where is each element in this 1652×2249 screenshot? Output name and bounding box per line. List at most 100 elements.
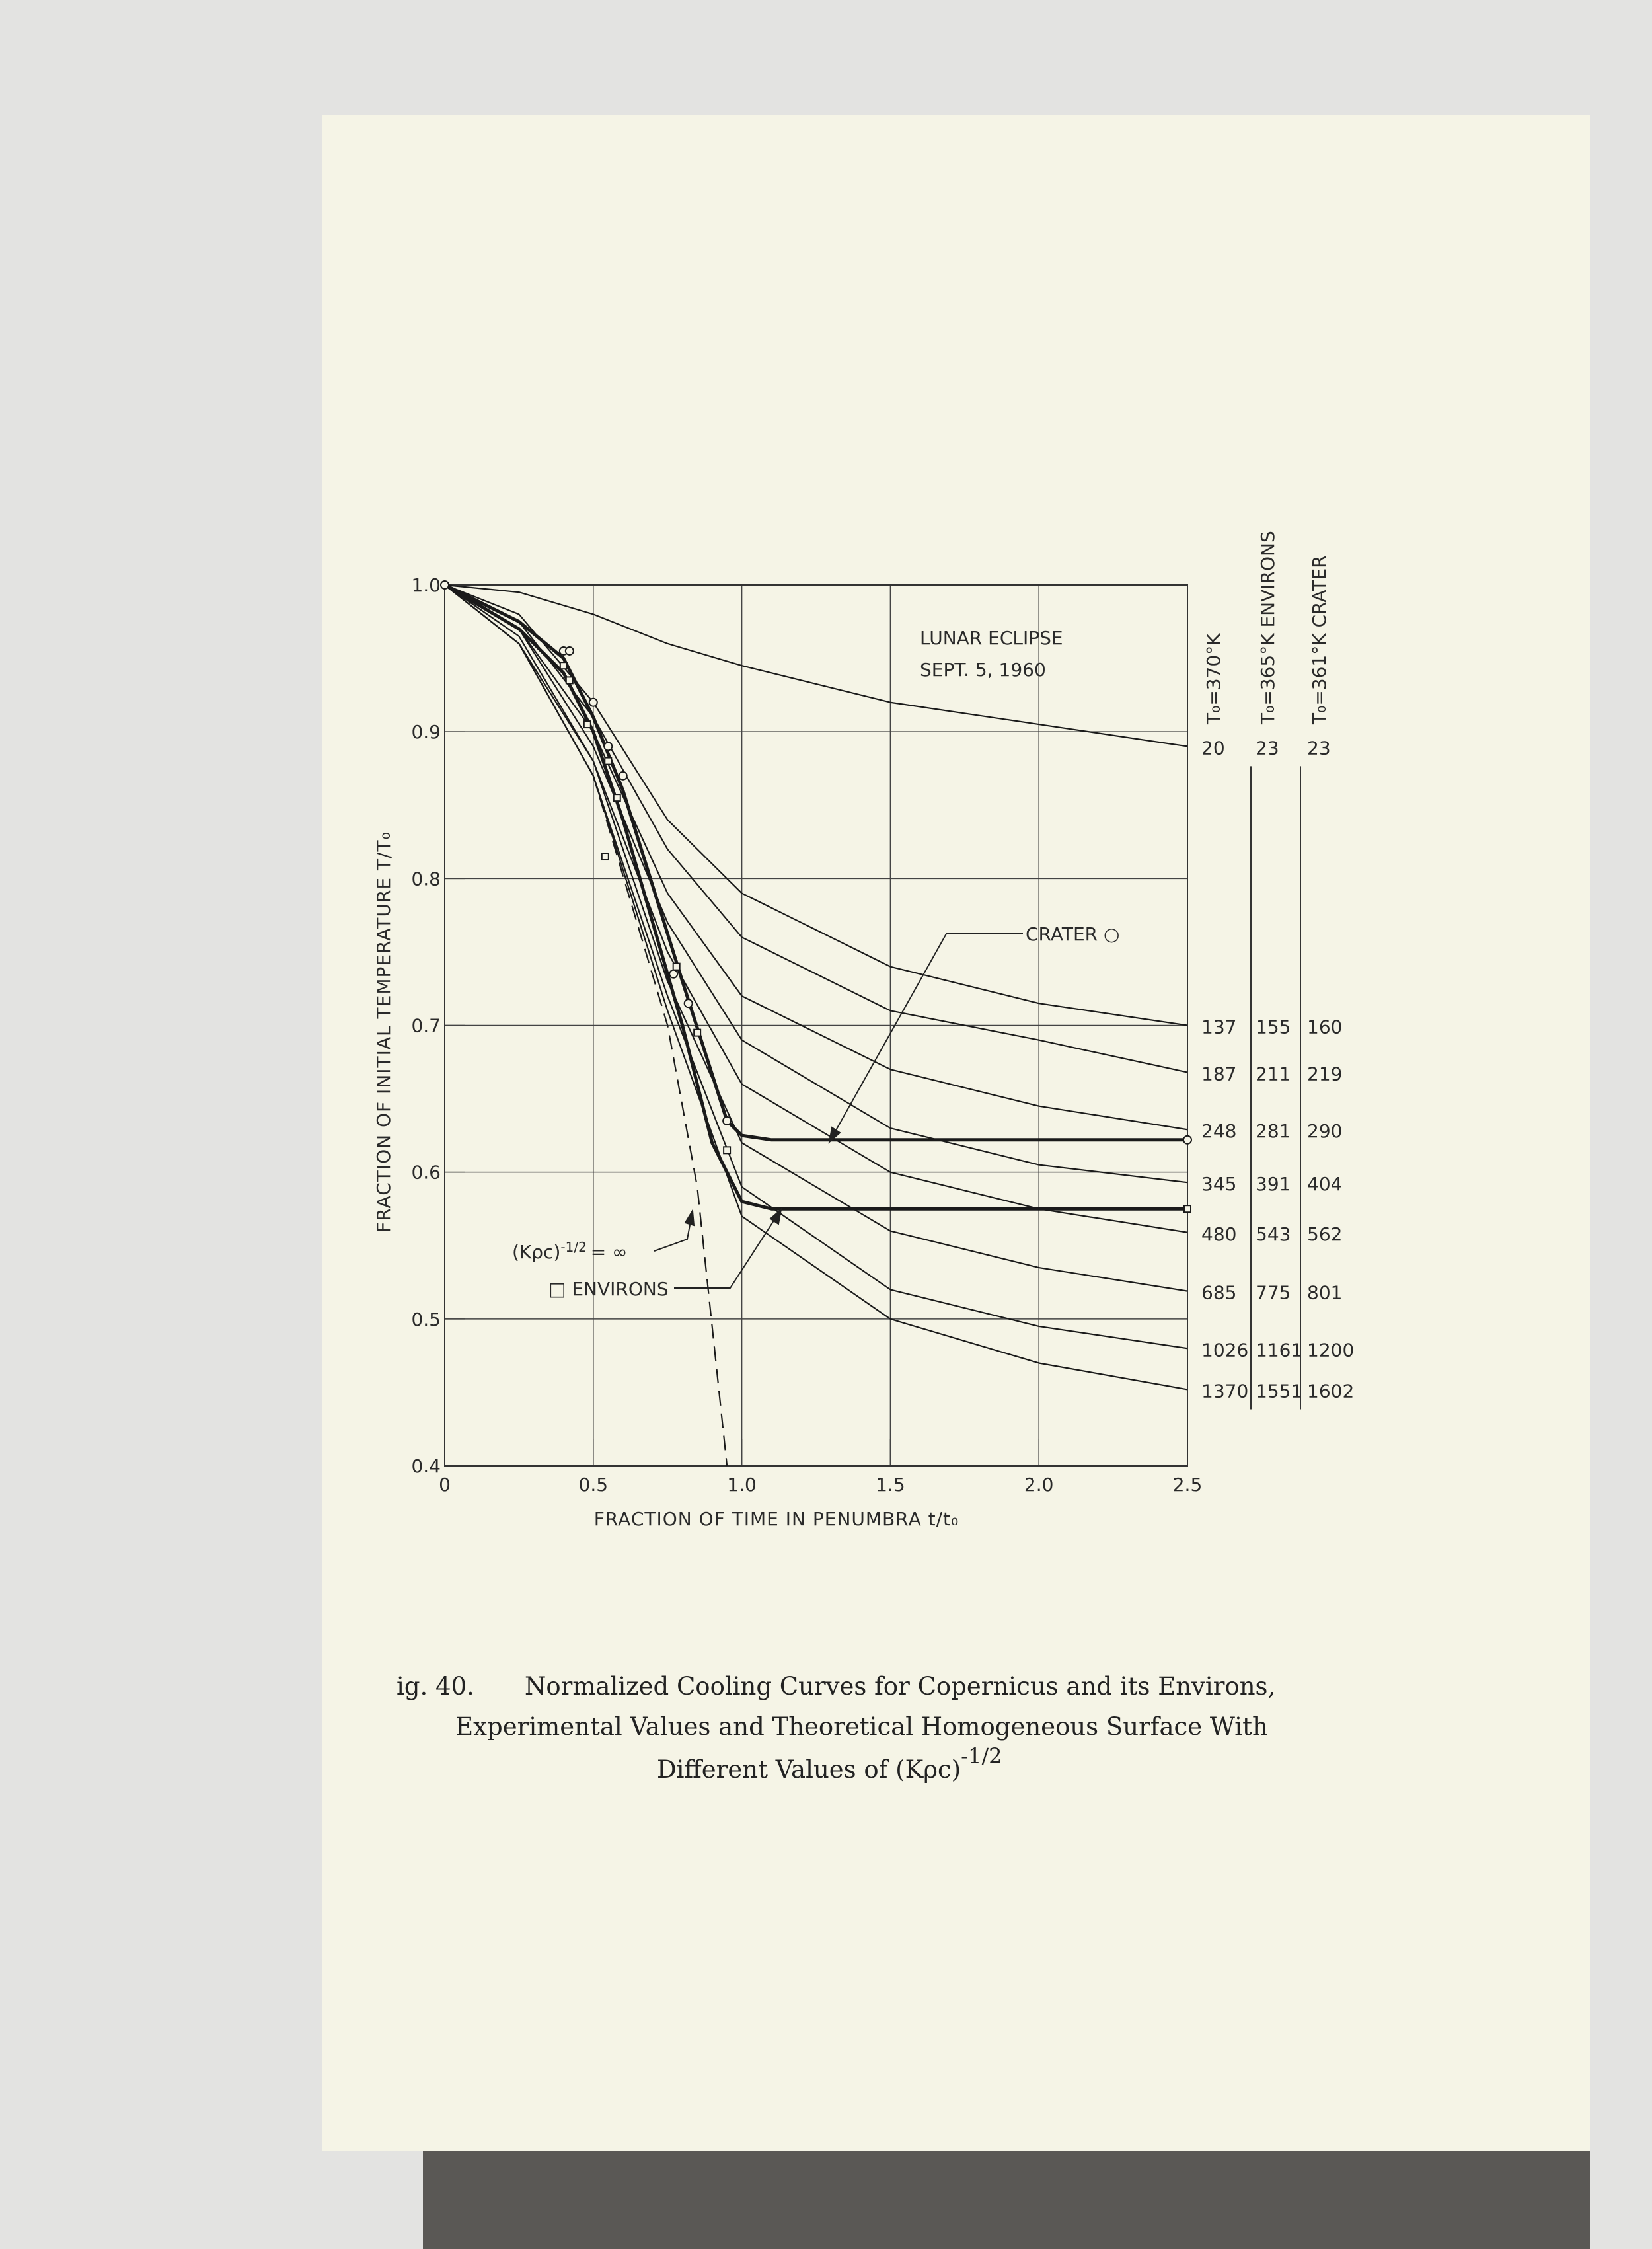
table-cell: 23 (1256, 737, 1279, 759)
environs-point (613, 794, 621, 802)
table-cell: 1161 (1256, 1339, 1302, 1361)
curve (444, 584, 1188, 1292)
environs-point (723, 1146, 732, 1155)
caption-line: Different Values of (Kρc)-1/2 (657, 1743, 1002, 1784)
table-cell: 137 (1201, 1016, 1236, 1038)
arrowhead (769, 1207, 782, 1225)
environs-point (565, 676, 574, 685)
table-cell: 345 (1201, 1173, 1236, 1195)
arrowhead (828, 1126, 841, 1144)
environs-point (672, 962, 681, 971)
environs-point (693, 1028, 702, 1037)
table-cell: 801 (1307, 1282, 1342, 1304)
column-header: T₀=365°K ENVIRONS (1257, 531, 1279, 725)
table-cell: 1026 (1201, 1339, 1248, 1361)
arrow (829, 933, 1023, 1143)
curve (444, 584, 1188, 1184)
y-tick-label: 0.9 (411, 721, 441, 743)
y-axis-label: FRACTION OF INITIAL TEMPERATURE T/T₀ (373, 831, 394, 1233)
curve (443, 583, 1187, 1211)
table-cell: 480 (1201, 1223, 1236, 1245)
plot: 0 0.5 1.0 1.5 2.0 2.5 0.4 0.5 0.6 0.7 0.8 0.9 1.0 FRA… (373, 531, 1354, 1530)
table-cell: 219 (1307, 1063, 1342, 1085)
caption-text: Different Values of (Kρc) (657, 1755, 961, 1784)
table-cell: 1370 (1201, 1380, 1248, 1402)
table-cell: 248 (1201, 1120, 1236, 1142)
table-cell: 404 (1307, 1173, 1342, 1195)
caption-sup: -1/2 (961, 1743, 1002, 1769)
curve (444, 584, 1188, 1026)
x-tick-label: 0.5 (579, 1474, 609, 1496)
caption: ig. 40. Normalized Cooling Curves for Co… (396, 1672, 1275, 1784)
x-tick-label: 2.0 (1024, 1474, 1054, 1496)
table-cell: 391 (1256, 1173, 1291, 1195)
y-tick-label: 0.5 (411, 1309, 441, 1330)
crater-point (603, 742, 613, 751)
curve (444, 584, 1188, 747)
crater-point (1183, 1135, 1192, 1145)
annotation: CRATER ○ (1026, 923, 1119, 945)
crater-point (564, 646, 574, 656)
annotation: SEPT. 5, 1960 (920, 659, 1046, 681)
table-cell: 685 (1201, 1282, 1236, 1304)
curve (444, 584, 1188, 1233)
curve (444, 584, 1188, 1131)
page-edge (423, 2151, 1590, 2249)
table-cell: 187 (1201, 1063, 1236, 1085)
curve (444, 584, 728, 1467)
y-tick-label: 0.7 (411, 1015, 441, 1037)
table-cell: 1551 (1256, 1380, 1302, 1402)
table-cell: 211 (1256, 1063, 1291, 1085)
infinity-exp: -1/2 (560, 1239, 586, 1255)
y-tick-label: 0.8 (411, 868, 441, 890)
environs-point (583, 720, 591, 729)
infinity-label: (Kρc)-1/2 = ∞ (512, 1239, 627, 1263)
table-cell: 562 (1307, 1223, 1342, 1245)
crater-point (722, 1116, 732, 1125)
curve (443, 583, 1187, 1142)
table-cell: 1200 (1307, 1339, 1354, 1361)
x-tick-label: 0 (439, 1474, 451, 1496)
x-tick-label: 1.5 (876, 1474, 905, 1496)
crater-point (618, 771, 628, 781)
column-header: T₀=370°K (1203, 633, 1224, 725)
caption-line: Normalized Cooling Curves for Copernicus… (525, 1672, 1275, 1700)
table-cell: 20 (1201, 737, 1225, 759)
table-cell: 543 (1256, 1223, 1291, 1245)
table-cell: 1602 (1307, 1380, 1354, 1402)
curve (444, 584, 1188, 1073)
x-axis-label: FRACTION OF TIME IN PENUMBRA t/t₀ (594, 1508, 959, 1530)
table-cell: 290 (1307, 1120, 1342, 1142)
y-tick-label: 0.6 (411, 1162, 441, 1184)
arrow (674, 1209, 782, 1289)
environs-point (559, 662, 568, 670)
y-tick-label: 1.0 (411, 574, 441, 596)
annotations: LUNAR ECLIPSE SEPT. 5, 1960 CRATER ○ □ E… (512, 627, 1119, 1300)
crater-point (683, 999, 693, 1009)
table-cell: 775 (1256, 1282, 1291, 1304)
x-tick-label: 1.0 (727, 1474, 757, 1496)
crater-point (440, 580, 449, 590)
x-tick-label: 2.5 (1173, 1474, 1203, 1496)
table-cell: 155 (1256, 1016, 1291, 1038)
infinity-base: (Kρc) (512, 1241, 560, 1263)
column-header: T₀=361°K CRATER (1308, 555, 1330, 725)
arrowhead (684, 1208, 695, 1227)
arrows (654, 933, 1023, 1289)
caption-line: Experimental Values and Theoretical Homo… (455, 1712, 1268, 1741)
environs-point (601, 853, 609, 861)
paper (322, 115, 1590, 2151)
crater-point (669, 969, 679, 979)
table-cell: 160 (1307, 1016, 1342, 1038)
table-cell: 281 (1256, 1120, 1291, 1142)
y-tick-label: 0.4 (411, 1455, 441, 1477)
table-cell: 23 (1307, 737, 1331, 759)
annotation: LUNAR ECLIPSE (920, 627, 1063, 649)
crater-point (588, 697, 598, 707)
environs-point (1183, 1205, 1191, 1213)
infinity-rest: = ∞ (591, 1241, 628, 1263)
caption-label: ig. 40. (396, 1672, 474, 1700)
environs-point (604, 757, 613, 765)
